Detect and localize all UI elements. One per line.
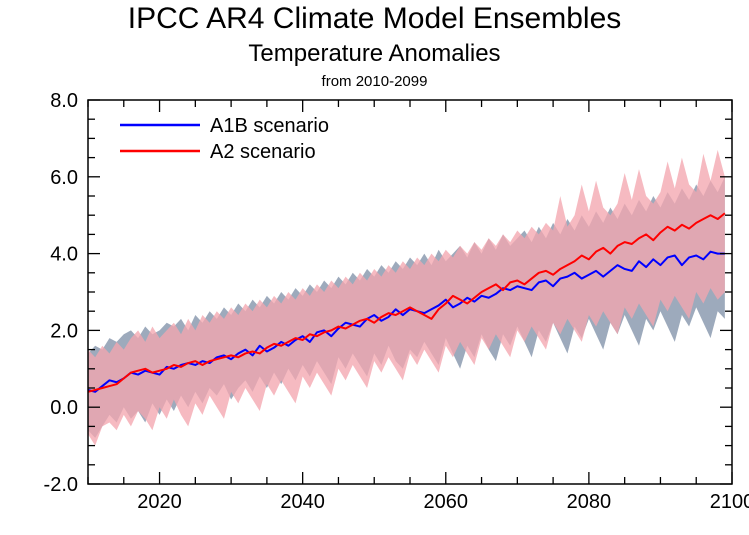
x-tick-label: 2060 [424, 491, 469, 513]
legend: A1B scenario A2 scenario [120, 115, 329, 163]
uncertainty-bands [88, 150, 725, 446]
y-tick-label: -2.0 [44, 474, 78, 496]
legend-label: A2 scenario [210, 141, 316, 163]
chart-container: IPCC AR4 Climate Model Ensembles Tempera… [0, 0, 749, 535]
x-tick-label: 2080 [567, 491, 612, 513]
y-tick-label: 4.0 [50, 244, 78, 266]
legend-label: A1B scenario [210, 115, 329, 137]
a2-band [88, 150, 725, 446]
x-tick-label: 2020 [137, 491, 182, 513]
x-tick-label: 2100 [710, 491, 749, 513]
x-tick-label: 2040 [280, 491, 325, 513]
y-tick-label: 0.0 [50, 397, 78, 419]
y-tick-label: 2.0 [50, 320, 78, 342]
y-tick-label: 6.0 [50, 167, 78, 189]
chart-svg: -2.0 0.0 2.0 4.0 6.0 8.0 2020 2040 2060 2080 2100 A… [0, 0, 749, 535]
y-tick-label: 8.0 [50, 90, 78, 112]
